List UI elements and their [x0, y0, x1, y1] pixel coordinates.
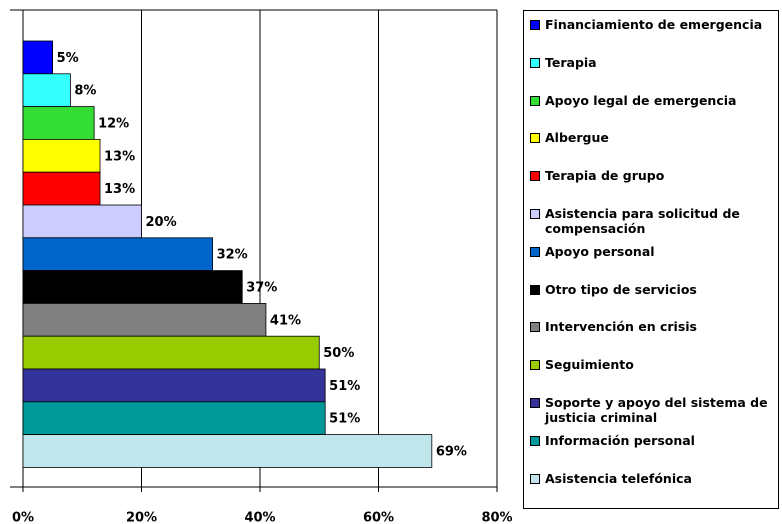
legend-swatch	[530, 95, 540, 106]
bar	[22, 434, 433, 468]
legend-item: Apoyo legal de emergencia	[530, 93, 776, 108]
legend-item: Albergue	[530, 130, 776, 145]
legend-label: Intervención en crisis	[545, 319, 697, 335]
legend-swatch	[530, 57, 540, 68]
value-label: 13%	[104, 149, 135, 164]
legend-item: Financiamiento de emergencia	[530, 17, 776, 32]
legend-item: Seguimiento	[530, 357, 776, 372]
value-label: 20%	[146, 215, 177, 230]
legend-swatch	[530, 171, 540, 182]
legend-item: Asistencia para solicitud de compensació…	[530, 206, 776, 236]
bar	[22, 401, 326, 435]
legend-label: Otro tipo de servicios	[545, 281, 697, 297]
value-label: 5%	[57, 51, 79, 66]
bar	[22, 335, 320, 370]
x-tick-label: 80%	[481, 511, 512, 524]
legend-item: Terapia de grupo	[530, 168, 776, 183]
bar	[22, 73, 71, 108]
value-label: 41%	[270, 313, 301, 328]
legend-swatch	[530, 435, 540, 446]
value-label: 51%	[329, 412, 360, 427]
bar	[22, 204, 142, 239]
legend-item: Soporte y apoyo del sistema de justicia …	[530, 395, 776, 425]
x-tick-label: 40%	[244, 511, 275, 524]
legend-label: Terapia de grupo	[545, 168, 665, 184]
bar	[22, 138, 101, 173]
value-label: 51%	[329, 379, 360, 394]
legend-label: Apoyo personal	[545, 243, 655, 259]
value-label: 8%	[74, 84, 96, 99]
value-label: 69%	[436, 445, 467, 460]
legend-label: Seguimiento	[545, 357, 634, 373]
legend-swatch	[530, 209, 540, 219]
bar	[22, 270, 243, 304]
legend-swatch	[530, 398, 540, 408]
value-label: 12%	[98, 117, 129, 132]
legend-item: Terapia	[530, 55, 776, 70]
legend-item: Otro tipo de servicios	[530, 282, 776, 297]
bar	[22, 40, 54, 75]
bar	[22, 368, 326, 403]
bar	[22, 237, 214, 272]
x-tick-label: 20%	[126, 511, 157, 524]
legend-label: Financiamiento de emergencia	[545, 17, 763, 32]
legend-swatch	[530, 360, 540, 371]
x-tick-label: 60%	[363, 511, 394, 524]
legend-swatch	[530, 246, 540, 257]
value-label: 13%	[104, 182, 135, 197]
legend-label: Asistencia telefónica	[545, 470, 692, 486]
legend-swatch	[530, 473, 540, 484]
legend-label: Asistencia para solicitud de compensació…	[545, 206, 740, 236]
legend-swatch	[530, 133, 540, 144]
value-label: 37%	[246, 281, 277, 296]
legend-swatch	[530, 20, 540, 30]
legend-item: Información personal	[530, 433, 776, 448]
legend-item: Intervención en crisis	[530, 319, 776, 334]
legend-label: Soporte y apoyo del sistema de justicia …	[545, 395, 768, 425]
chart: 0% 20% 40% 60% 80% 5% 8% 12% 13% 13% 20% 32% 37% 41% 5…	[10, 9, 513, 524]
legend: Financiamiento de emergencia Terapia Apoyo…	[523, 10, 779, 509]
legend-item: Apoyo personal	[530, 244, 776, 259]
bar	[22, 106, 95, 140]
bar	[22, 302, 267, 337]
legend-label: Información personal	[545, 432, 695, 448]
legend-label: Albergue	[545, 130, 609, 146]
legend-label: Terapia	[545, 54, 597, 70]
legend-swatch	[530, 322, 540, 333]
x-tick-label: 0%	[12, 511, 34, 524]
value-label: 50%	[323, 346, 354, 361]
value-label: 32%	[217, 248, 248, 263]
legend-label: Apoyo legal de emergencia	[545, 92, 737, 108]
legend-swatch	[530, 284, 540, 295]
bar	[22, 171, 101, 206]
legend-item: Asistencia telefónica	[530, 471, 776, 486]
